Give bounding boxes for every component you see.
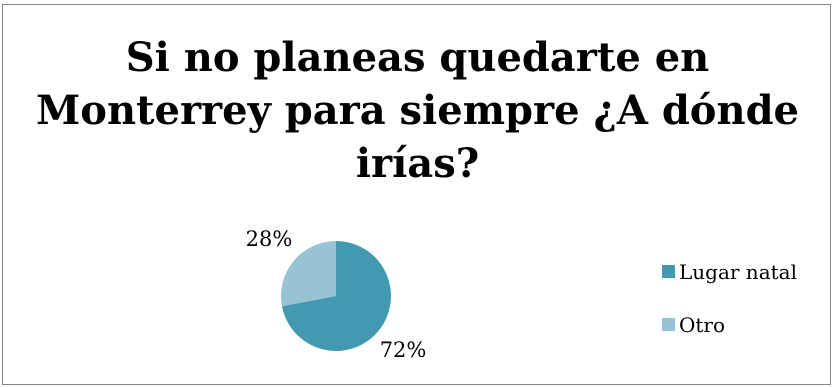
legend-swatch-lugar-natal <box>662 265 675 278</box>
legend-swatch-otro <box>662 318 675 331</box>
chart-title: Si no planeas quedarte en Monterrey para… <box>36 34 799 187</box>
pie-slice-otro <box>281 241 336 307</box>
legend-label-otro: Otro <box>679 313 726 337</box>
data-label-otro: 28% <box>246 227 293 251</box>
pie-plot: 72% 28% <box>246 227 427 362</box>
legend-label-lugar-natal: Lugar natal <box>679 260 797 284</box>
pie-slice-lugar-natal <box>281 241 392 351</box>
data-label-lugar-natal: 72% <box>380 338 427 362</box>
chart-frame: Si no planeas quedarte en Monterrey para… <box>2 4 831 385</box>
